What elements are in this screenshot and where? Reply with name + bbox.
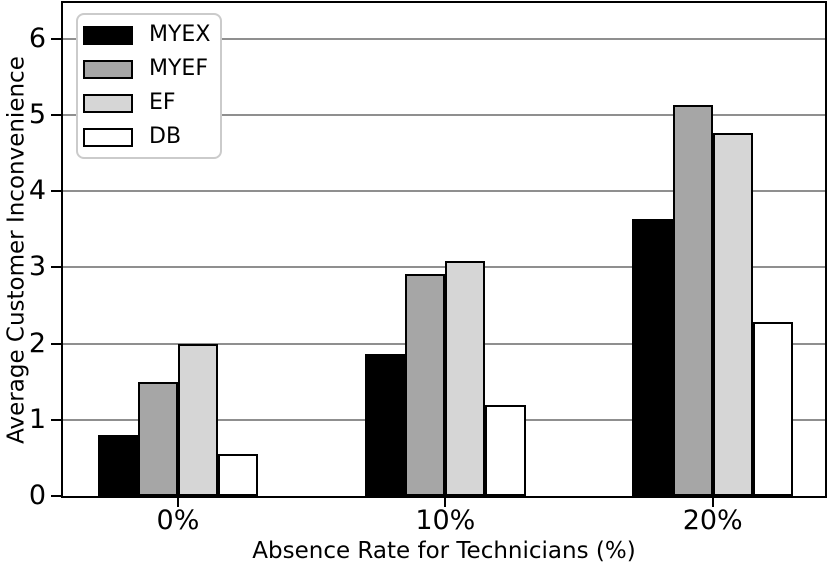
bar-db-20% [752,321,793,496]
bar-ef-10% [445,261,486,496]
gridline-y6 [63,37,825,40]
x-tick-label-10%: 10% [415,505,476,536]
x-tick-label-0%: 0% [156,505,200,536]
legend-item-myef: MYEF [83,57,210,81]
x-tick-mark-20% [711,498,714,507]
y-tick-label-0: 0 [28,480,46,511]
legend-label-ef: EF [149,90,176,115]
plot-area: MYEX MYEF EF DB [61,1,827,498]
x-tick-mark-0% [176,498,179,507]
bar-ef-20% [712,133,753,496]
bar-ef-0% [177,343,219,496]
legend-swatch-db [83,127,133,147]
bar-myef-0% [137,381,178,496]
legend-swatch-myef [83,59,133,79]
gridline-y5 [63,114,825,117]
y-tick-mark-1 [51,418,61,421]
x-tick-label-20%: 20% [682,505,743,536]
y-tick-mark-2 [51,342,61,345]
legend-label-db: DB [149,124,182,149]
x-tick-mark-10% [444,498,447,507]
y-tick-mark-3 [51,266,61,269]
y-tick-label-2: 2 [28,327,46,359]
y-tick-label-1: 1 [28,403,46,435]
bar-myex-10% [365,354,406,496]
legend-label-myex: MYEX [149,22,211,47]
gridline-y4 [63,190,825,193]
bar-db-0% [218,454,259,496]
legend: MYEX MYEF EF DB [76,13,223,159]
legend-item-ef: EF [83,91,210,115]
gridline-y3 [63,266,825,269]
y-tick-label-3: 3 [28,251,46,283]
y-tick-mark-4 [51,190,61,193]
legend-swatch-myex [83,25,133,45]
bar-myef-10% [405,273,446,496]
legend-item-myex: MYEX [83,23,210,47]
legend-item-db: DB [83,125,210,149]
y-tick-mark-5 [51,114,61,116]
bar-db-10% [485,404,526,496]
bar-myex-0% [97,435,138,496]
bar-myef-20% [672,105,713,496]
y-tick-mark-0 [51,495,61,497]
legend-label-myef: MYEF [149,56,208,81]
legend-swatch-ef [83,93,133,113]
y-tick-mark-6 [51,37,61,40]
x-axis-label: Absence Rate for Technicians (%) [252,538,636,564]
y-tick-label-5: 5 [28,99,46,130]
y-tick-label-4: 4 [28,175,46,207]
bar-myex-20% [632,219,673,496]
y-tick-label-6: 6 [28,22,46,54]
